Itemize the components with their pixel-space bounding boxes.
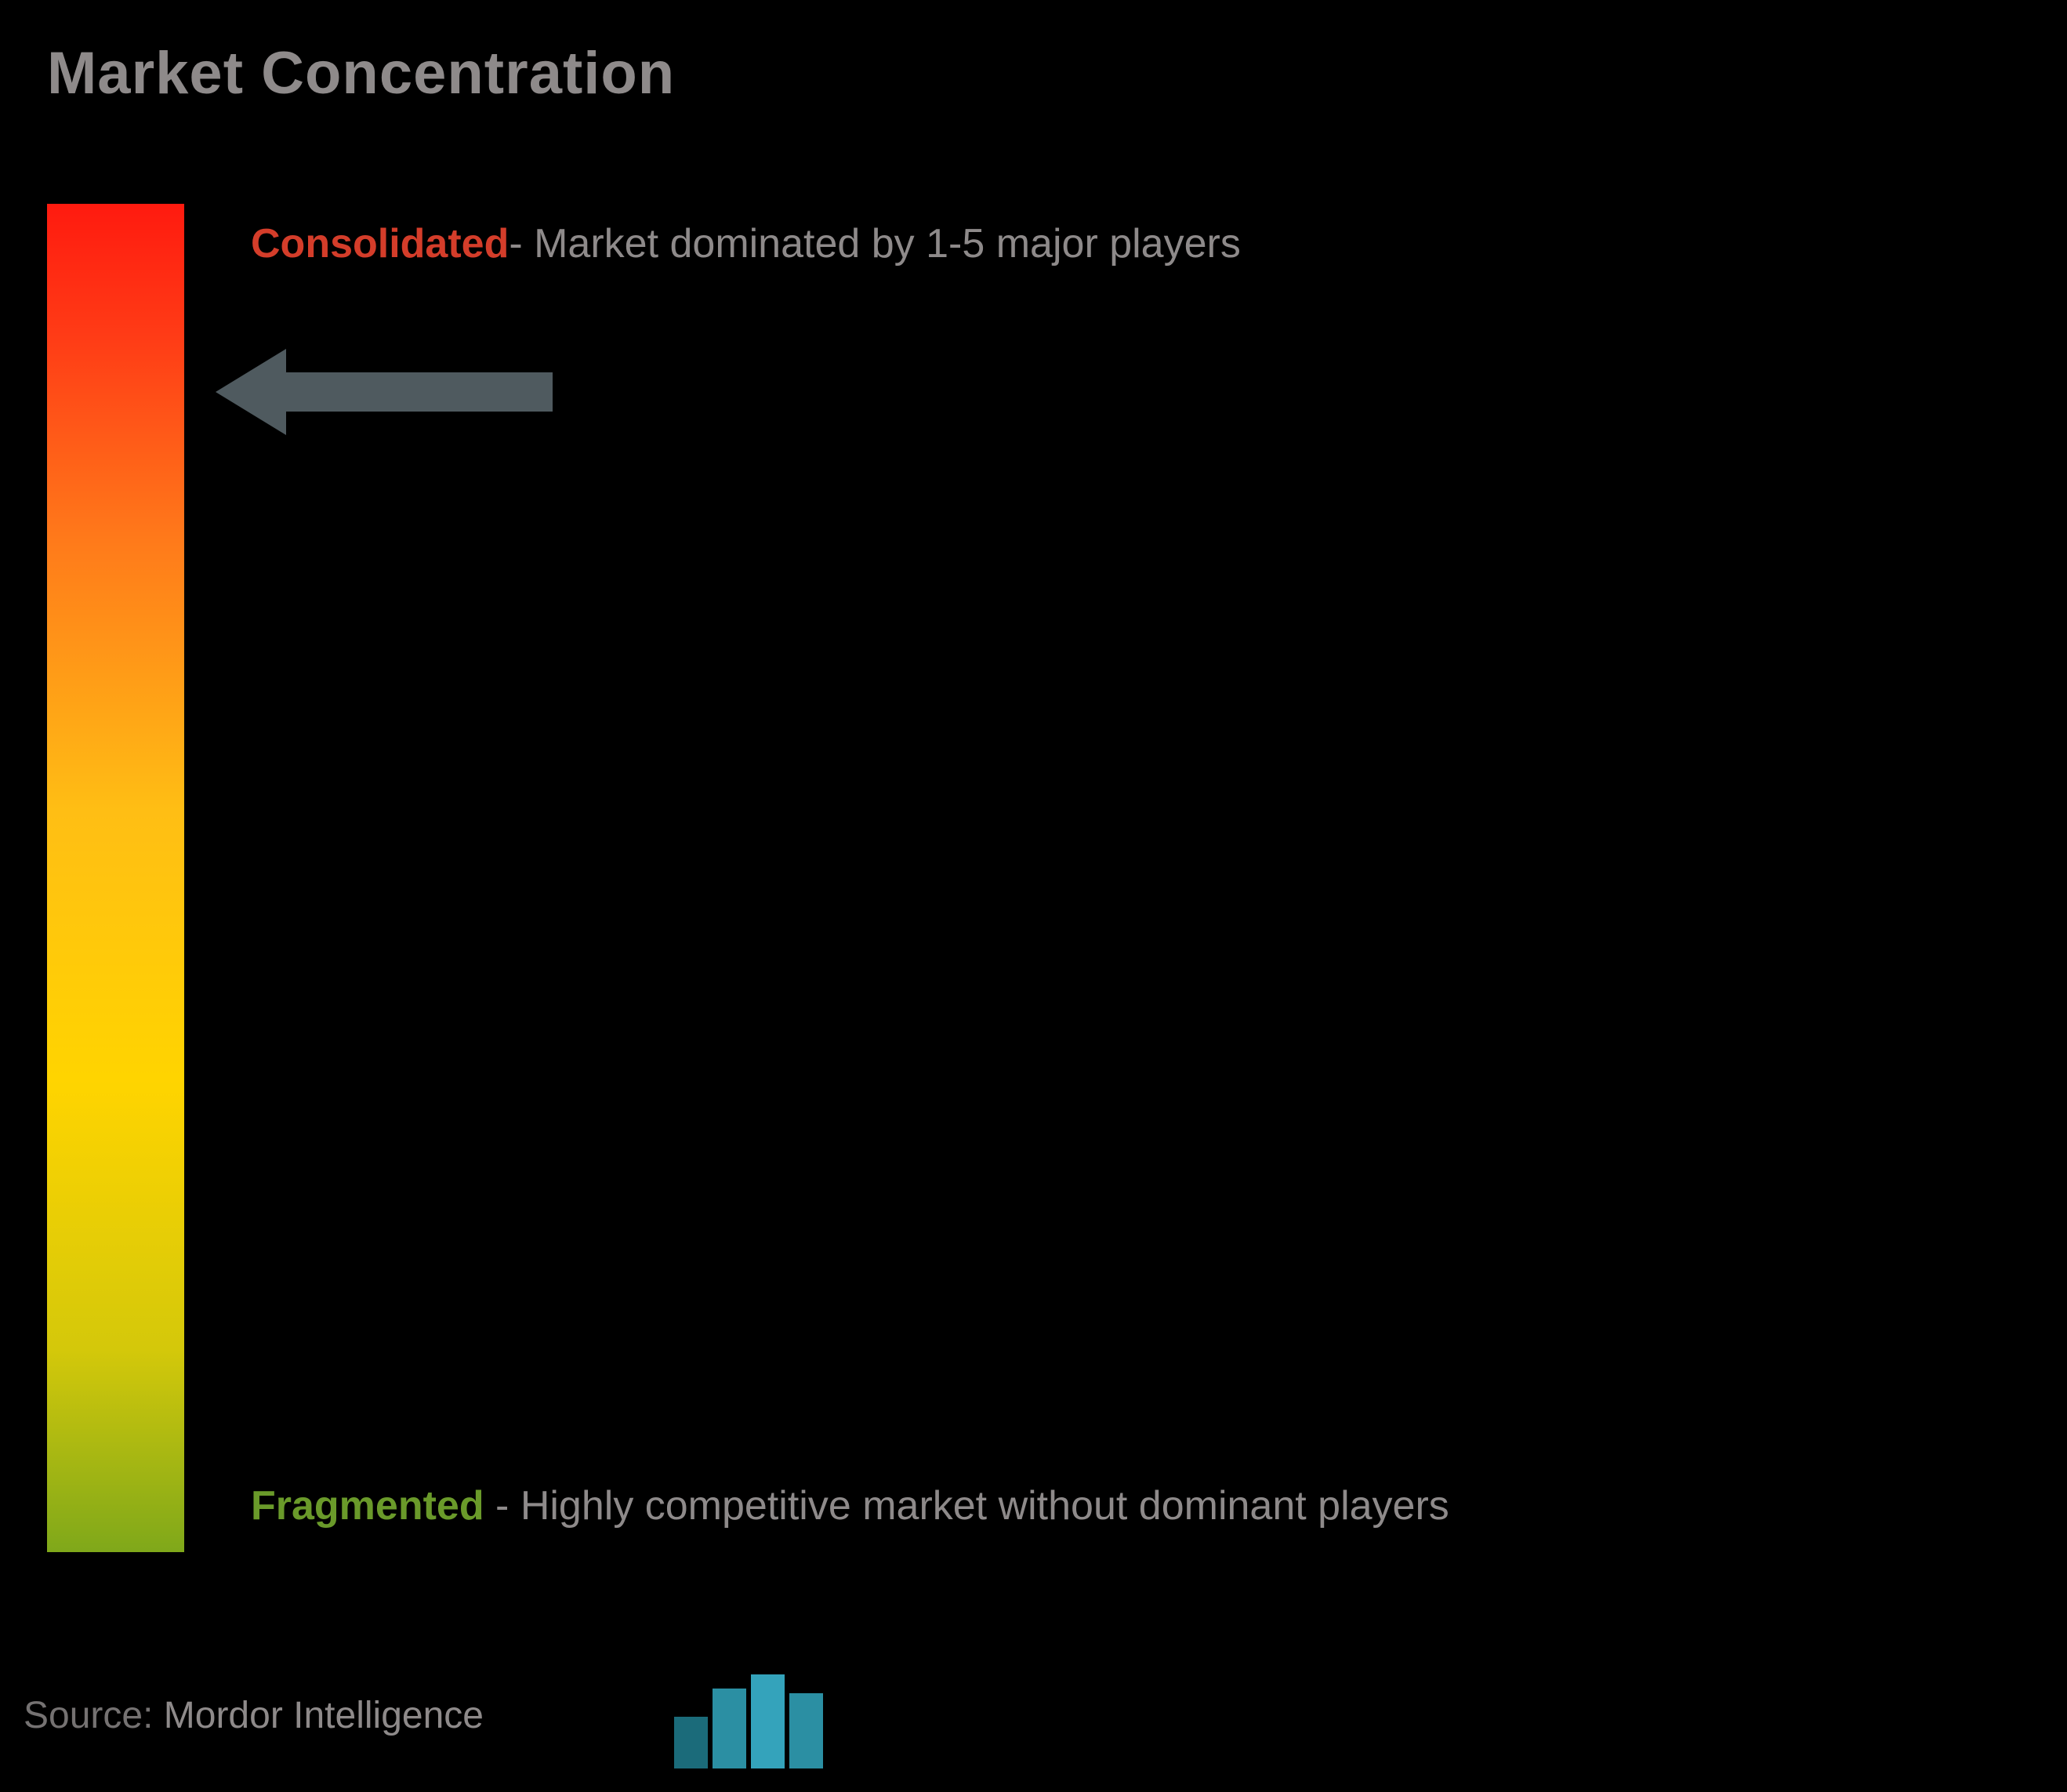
indicator-arrow-icon	[216, 349, 553, 435]
source-line: Source: Mordor Intelligence	[24, 1694, 484, 1737]
fragmented-label: Fragmented - Highly competitive market w…	[251, 1474, 1449, 1539]
source-value: Mordor Intelligence	[164, 1695, 484, 1736]
chart-container: Market Concentration Consolidated- Marke…	[0, 0, 2067, 1792]
fragmented-key: Fragmented	[251, 1483, 484, 1529]
mordor-logo-icon	[674, 1674, 823, 1768]
concentration-gradient-bar	[47, 204, 184, 1552]
consolidated-key: Consolidated	[251, 221, 509, 267]
consolidated-desc: - Market dominated by 1-5 major players	[509, 221, 1241, 267]
source-label: Source:	[24, 1695, 153, 1736]
fragmented-desc: - Highly competitive market without domi…	[484, 1483, 1449, 1529]
chart-title: Market Concentration	[47, 39, 675, 107]
consolidated-label: Consolidated- Market dominated by 1-5 ma…	[251, 212, 1241, 277]
